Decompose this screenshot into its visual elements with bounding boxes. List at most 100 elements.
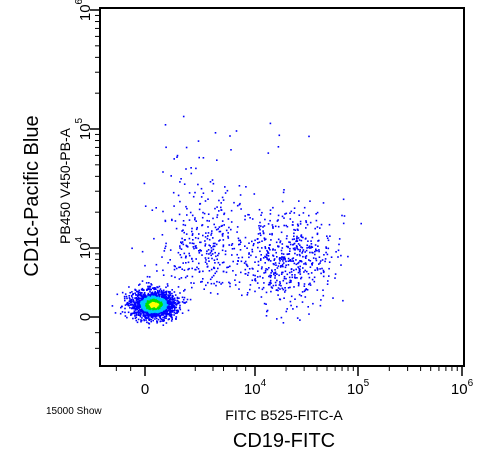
event-dot-cd19 [266, 254, 268, 257]
event-dot-sparse [194, 237, 197, 239]
event-dot-sparse [182, 229, 184, 231]
event-dot-cd19 [299, 273, 302, 275]
event-dot-main [150, 311, 152, 313]
event-dot-cd19 [292, 243, 295, 246]
event-dot-cd19 [278, 298, 281, 300]
event-dot-main [149, 295, 151, 297]
event-dot-cd19 [325, 251, 327, 254]
event-dot-main [176, 303, 178, 305]
event-dot-main [160, 289, 163, 292]
event-dot-sparse [218, 226, 221, 228]
event-dot-cd19 [316, 233, 319, 236]
event-dot-cd19 [298, 214, 301, 216]
event-dot-main [151, 291, 154, 294]
event-dot-main [146, 303, 149, 306]
event-dot-cd19 [320, 299, 322, 301]
event-dot-cd19 [264, 246, 266, 248]
event-dot-cd19 [310, 246, 312, 249]
event-dot-cd19 [323, 271, 325, 273]
event-dot-cd19 [271, 224, 274, 226]
event-dot-main [140, 320, 142, 323]
event-dot-sparse [214, 251, 216, 254]
event-dot-sparse [213, 259, 216, 261]
event-dot-cd19 [309, 266, 312, 268]
event-dot-cd19 [278, 258, 281, 260]
event-dot-main [141, 301, 144, 304]
event-dot-main [149, 313, 152, 315]
event-dot-cd19 [300, 236, 303, 238]
event-dot-sparse [225, 229, 228, 232]
event-dot-main [165, 314, 168, 316]
event-dot-cd19 [280, 273, 283, 275]
event-dot-main [165, 300, 167, 302]
event-dot-sparse [237, 260, 239, 262]
event-dot-sparse [207, 235, 209, 237]
event-dot-sparse [244, 260, 247, 263]
event-dot-cd19 [222, 270, 225, 273]
event-dot-cd19 [297, 282, 300, 284]
event-dot-cd19 [307, 273, 310, 275]
event-dot-sparse [247, 213, 249, 216]
event-dot-cd19 [282, 191, 285, 194]
event-dot-sparse [204, 243, 207, 245]
event-dot-cd19 [290, 304, 292, 307]
event-dot-sparse [206, 237, 209, 240]
event-dot-main [151, 299, 154, 302]
event-dot-cd19 [247, 274, 249, 276]
event-dot-sparse [223, 213, 225, 216]
event-dot-cd19 [285, 310, 288, 313]
event-dot-main [175, 309, 178, 312]
event-dot-main [144, 311, 146, 313]
event-dot-outlier [173, 268, 176, 271]
event-dot-cd19 [294, 249, 296, 251]
event-dot-sparse [229, 282, 231, 285]
event-dot-sparse [232, 260, 234, 263]
event-dot-cd19 [300, 246, 302, 248]
event-dot-main [162, 301, 164, 304]
event-dot-main [169, 313, 172, 316]
event-dot-main [141, 303, 143, 305]
event-dot-outlier [162, 171, 164, 173]
event-dot-outlier [244, 273, 247, 275]
event-dot-sparse [238, 203, 241, 206]
event-dot-outlier [229, 135, 231, 137]
event-dot-main [147, 287, 149, 289]
event-dot-sparse [197, 237, 200, 240]
event-dot-main [160, 308, 162, 311]
event-dot-main [164, 299, 166, 302]
event-dot-cd19 [303, 285, 306, 287]
event-dot-cd19 [279, 240, 282, 242]
event-dot-cd19 [299, 248, 301, 251]
event-dot-main [150, 318, 153, 321]
event-dot-main [159, 306, 161, 308]
event-dot-cd19 [279, 257, 282, 259]
event-dot-sparse [182, 223, 185, 226]
event-dot-cd19 [281, 265, 283, 267]
event-dot-sparse [208, 238, 211, 241]
event-dot-sparse [141, 250, 144, 253]
event-dot-cd19 [360, 222, 362, 225]
event-dot-cd19 [288, 271, 291, 274]
event-dot-sparse [212, 242, 215, 245]
event-dot-cd19 [340, 254, 342, 257]
event-dot-cd19 [268, 247, 270, 250]
event-dot-main [139, 314, 141, 317]
event-dot-main [158, 299, 160, 302]
event-dot-sparse [217, 228, 220, 230]
event-dot-main [153, 305, 155, 308]
event-dot-sparse [206, 250, 208, 252]
event-dot-cd19 [315, 257, 317, 260]
event-dot-main [128, 297, 131, 299]
event-dot-sparse [153, 237, 155, 240]
event-dot-cd19 [288, 253, 291, 255]
event-dot-main [171, 299, 173, 301]
event-dot-sparse [245, 186, 247, 188]
event-dot-sparse [191, 260, 194, 263]
event-dot-sparse [198, 252, 201, 254]
event-dot-main [140, 298, 143, 301]
event-dot-sparse [219, 263, 221, 266]
event-dot-cd19 [284, 289, 287, 292]
event-dot-sparse [193, 282, 195, 284]
event-dot-cd19 [321, 267, 323, 270]
event-dot-cd19 [303, 263, 305, 265]
